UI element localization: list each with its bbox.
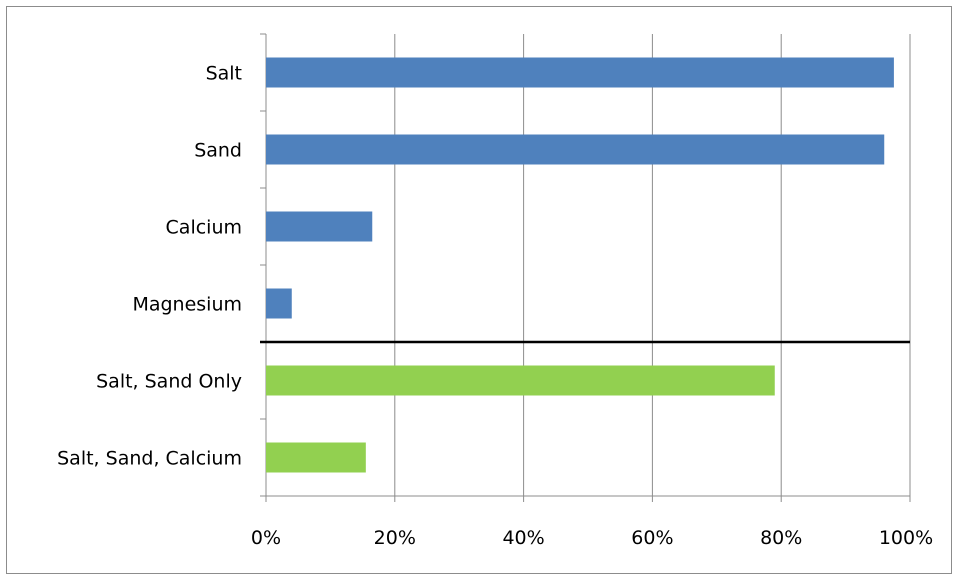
chart-frame xyxy=(6,6,952,574)
x-tick-label-0: 0% xyxy=(251,527,281,549)
category-label-2: Calcium xyxy=(166,217,242,239)
x-tick-label-2: 40% xyxy=(502,527,544,549)
x-tick-label-3: 60% xyxy=(631,527,673,549)
bar-4 xyxy=(266,365,775,396)
category-label-1: Sand xyxy=(194,140,242,162)
category-label-0: Salt xyxy=(206,63,242,85)
category-label-4: Salt, Sand Only xyxy=(96,371,242,393)
bar-3 xyxy=(266,288,292,319)
category-label-5: Salt, Sand, Calcium xyxy=(57,448,242,470)
x-tick-label-4: 80% xyxy=(760,527,802,549)
bar-5 xyxy=(266,442,366,473)
bar-1 xyxy=(266,134,885,165)
bar-2 xyxy=(266,211,373,242)
x-tick-label-1: 20% xyxy=(374,527,416,549)
x-tick-label-5: 100% xyxy=(879,527,933,549)
bar-0 xyxy=(266,57,894,88)
category-label-3: Magnesium xyxy=(132,294,242,316)
